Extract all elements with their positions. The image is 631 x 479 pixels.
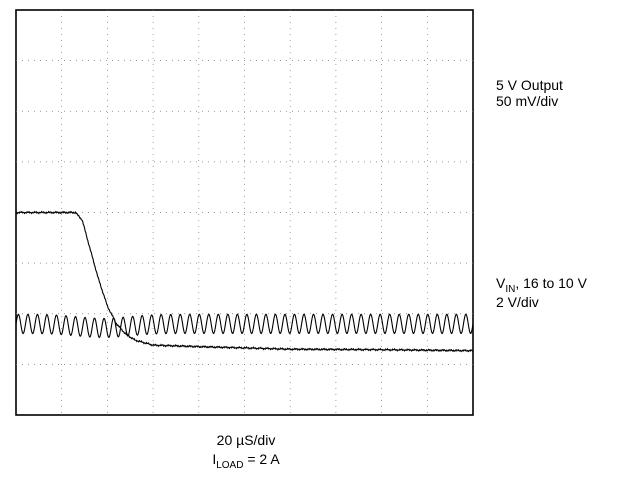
vin-trace-name: VIN, 16 to 10 V bbox=[496, 275, 587, 295]
x-axis-label: 20 µS/div bbox=[216, 432, 276, 448]
trace-label-output: 5 V Output 50 mV/div bbox=[496, 77, 563, 109]
vin-trace-scale: 2 V/div bbox=[496, 294, 539, 310]
grid bbox=[16, 10, 473, 415]
vin-step-trace bbox=[15, 210, 474, 353]
output-ripple-trace bbox=[15, 313, 474, 339]
output-trace-scale: 50 mV/div bbox=[496, 93, 559, 109]
traces bbox=[15, 210, 474, 353]
trace-label-vin: VIN, 16 to 10 V 2 V/div bbox=[496, 275, 587, 310]
load-condition: ILOAD = 2 A bbox=[212, 451, 280, 471]
output-trace-name: 5 V Output bbox=[496, 77, 563, 93]
